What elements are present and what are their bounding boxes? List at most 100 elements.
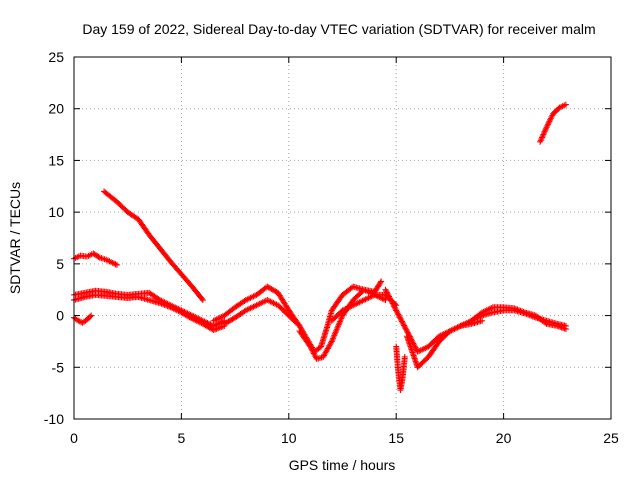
data-point: [538, 135, 545, 142]
data-point: [388, 297, 395, 304]
y-tick-label: 25: [48, 49, 64, 65]
data-point: [401, 322, 408, 329]
data-point: [386, 293, 393, 300]
x-tick-label: 20: [496, 430, 512, 446]
x-axis-label: GPS time / hours: [289, 457, 396, 473]
data-point: [87, 313, 94, 320]
data-point: [562, 101, 569, 108]
data-point: [377, 279, 384, 286]
data-point: [386, 294, 393, 301]
data-point: [392, 306, 399, 313]
data-point: [198, 295, 205, 302]
data-point: [397, 315, 404, 322]
data-point: [479, 317, 486, 324]
grid-lines: [74, 57, 611, 419]
series-arc-15: [468, 304, 569, 333]
data-point: [539, 133, 546, 140]
data-point: [396, 314, 403, 321]
x-tick-label: 25: [603, 430, 619, 446]
data-point: [382, 286, 389, 293]
data-point: [109, 259, 116, 266]
data-point: [383, 289, 390, 296]
x-tick-label: 0: [70, 430, 78, 446]
data-point: [401, 353, 408, 360]
data-point: [399, 319, 406, 326]
data-points: [71, 101, 569, 394]
series-arc-1: [71, 250, 120, 268]
data-point: [400, 321, 407, 328]
y-tick-label: 5: [56, 256, 64, 272]
data-point: [402, 325, 409, 332]
x-tick-label: 5: [178, 430, 186, 446]
data-point: [541, 128, 548, 135]
series-arc-16: [537, 101, 569, 145]
data-point: [385, 292, 392, 299]
data-point: [403, 328, 410, 335]
series-arc-12: [393, 343, 408, 394]
data-point: [310, 350, 317, 357]
data-point: [537, 138, 544, 145]
chart-title: Day 159 of 2022, Sidereal Day-to-day VTE…: [82, 21, 595, 37]
data-point: [312, 353, 319, 360]
data-point: [111, 260, 118, 267]
data-point: [396, 312, 403, 319]
series-arc-2: [71, 312, 95, 326]
series-arc-13: [403, 322, 464, 371]
axis-ticks: [73, 56, 612, 420]
data-point: [390, 301, 397, 308]
data-point: [539, 134, 546, 141]
data-point: [307, 343, 314, 350]
data-point: [384, 290, 391, 297]
data-point: [75, 317, 82, 324]
data-point: [387, 296, 394, 303]
data-point: [311, 351, 318, 358]
data-point: [388, 299, 395, 306]
data-point: [403, 326, 410, 333]
data-point: [395, 311, 402, 318]
plot-frame: [73, 56, 612, 420]
data-point: [401, 323, 408, 330]
data-point: [391, 304, 398, 311]
y-axis-label: SDTVAR / TECUs: [7, 182, 23, 294]
data-point: [562, 326, 569, 333]
x-tick-label: 10: [281, 430, 297, 446]
data-point: [327, 339, 334, 346]
data-point: [389, 300, 396, 307]
series-arc-5: [71, 291, 228, 334]
data-point: [310, 349, 317, 356]
data-point: [309, 347, 316, 354]
x-tick-labels: 0 5 10 15 20 25: [70, 430, 619, 446]
data-point: [359, 287, 366, 294]
y-tick-label: 20: [48, 101, 64, 117]
data-point: [540, 130, 547, 137]
y-tick-labels: -10 -5 0 5 10 15 20 25: [44, 49, 64, 427]
y-tick-label: 10: [48, 204, 64, 220]
data-point: [88, 312, 95, 319]
data-point: [113, 261, 120, 268]
data-point: [383, 288, 390, 295]
data-point: [542, 127, 549, 134]
data-point: [404, 329, 411, 336]
data-point: [394, 310, 401, 317]
data-point: [393, 308, 400, 315]
data-point: [398, 317, 405, 324]
x-tick-label: 15: [388, 430, 404, 446]
data-point: [378, 278, 385, 285]
data-point: [537, 137, 544, 144]
data-point: [307, 344, 314, 351]
data-point: [398, 318, 405, 325]
data-point: [542, 319, 549, 326]
data-point: [112, 261, 119, 268]
y-tick-label: 0: [56, 308, 64, 324]
data-point: [391, 303, 398, 310]
data-point: [393, 307, 400, 314]
data-point: [540, 131, 547, 138]
data-point: [308, 346, 315, 353]
y-tick-label: -5: [52, 359, 65, 375]
series-arc-9: [296, 278, 385, 363]
data-point: [95, 253, 102, 260]
series-arc-3: [101, 188, 206, 304]
y-tick-label: -10: [44, 411, 64, 427]
y-tick-label: 15: [48, 152, 64, 168]
